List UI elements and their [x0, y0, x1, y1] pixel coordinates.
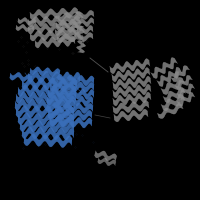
- Polygon shape: [48, 109, 92, 120]
- Polygon shape: [177, 84, 195, 98]
- Polygon shape: [28, 71, 80, 84]
- Polygon shape: [22, 78, 77, 90]
- Polygon shape: [110, 59, 150, 74]
- Polygon shape: [47, 95, 93, 106]
- Polygon shape: [161, 77, 185, 95]
- Polygon shape: [112, 68, 150, 82]
- Polygon shape: [75, 25, 84, 40]
- Polygon shape: [16, 106, 74, 118]
- Polygon shape: [157, 104, 183, 119]
- Polygon shape: [50, 116, 92, 128]
- Polygon shape: [113, 76, 151, 90]
- Polygon shape: [10, 72, 32, 82]
- Polygon shape: [47, 102, 93, 113]
- Polygon shape: [28, 22, 78, 34]
- Polygon shape: [52, 74, 94, 86]
- Polygon shape: [50, 81, 94, 92]
- Polygon shape: [113, 92, 151, 106]
- Polygon shape: [24, 134, 72, 147]
- Polygon shape: [18, 113, 74, 126]
- Polygon shape: [151, 58, 178, 78]
- Polygon shape: [16, 92, 76, 104]
- Polygon shape: [28, 15, 80, 27]
- Polygon shape: [55, 25, 93, 36]
- Polygon shape: [175, 75, 192, 90]
- Polygon shape: [30, 67, 60, 77]
- Polygon shape: [171, 66, 190, 82]
- Polygon shape: [157, 67, 182, 87]
- Polygon shape: [94, 151, 117, 161]
- Polygon shape: [77, 40, 85, 53]
- Polygon shape: [161, 94, 185, 111]
- Polygon shape: [18, 85, 76, 97]
- Polygon shape: [15, 99, 75, 111]
- Polygon shape: [57, 33, 93, 43]
- Polygon shape: [35, 36, 75, 48]
- Polygon shape: [113, 84, 151, 98]
- Polygon shape: [22, 127, 74, 140]
- Polygon shape: [56, 18, 94, 29]
- Polygon shape: [18, 18, 36, 25]
- Polygon shape: [163, 87, 185, 103]
- Polygon shape: [177, 92, 195, 106]
- Polygon shape: [20, 120, 74, 133]
- Polygon shape: [48, 88, 94, 99]
- Polygon shape: [72, 12, 83, 28]
- Polygon shape: [113, 100, 149, 114]
- Polygon shape: [58, 10, 94, 21]
- Polygon shape: [98, 158, 116, 166]
- Polygon shape: [114, 109, 148, 122]
- Polygon shape: [30, 29, 76, 41]
- Polygon shape: [16, 24, 34, 32]
- Polygon shape: [30, 8, 78, 20]
